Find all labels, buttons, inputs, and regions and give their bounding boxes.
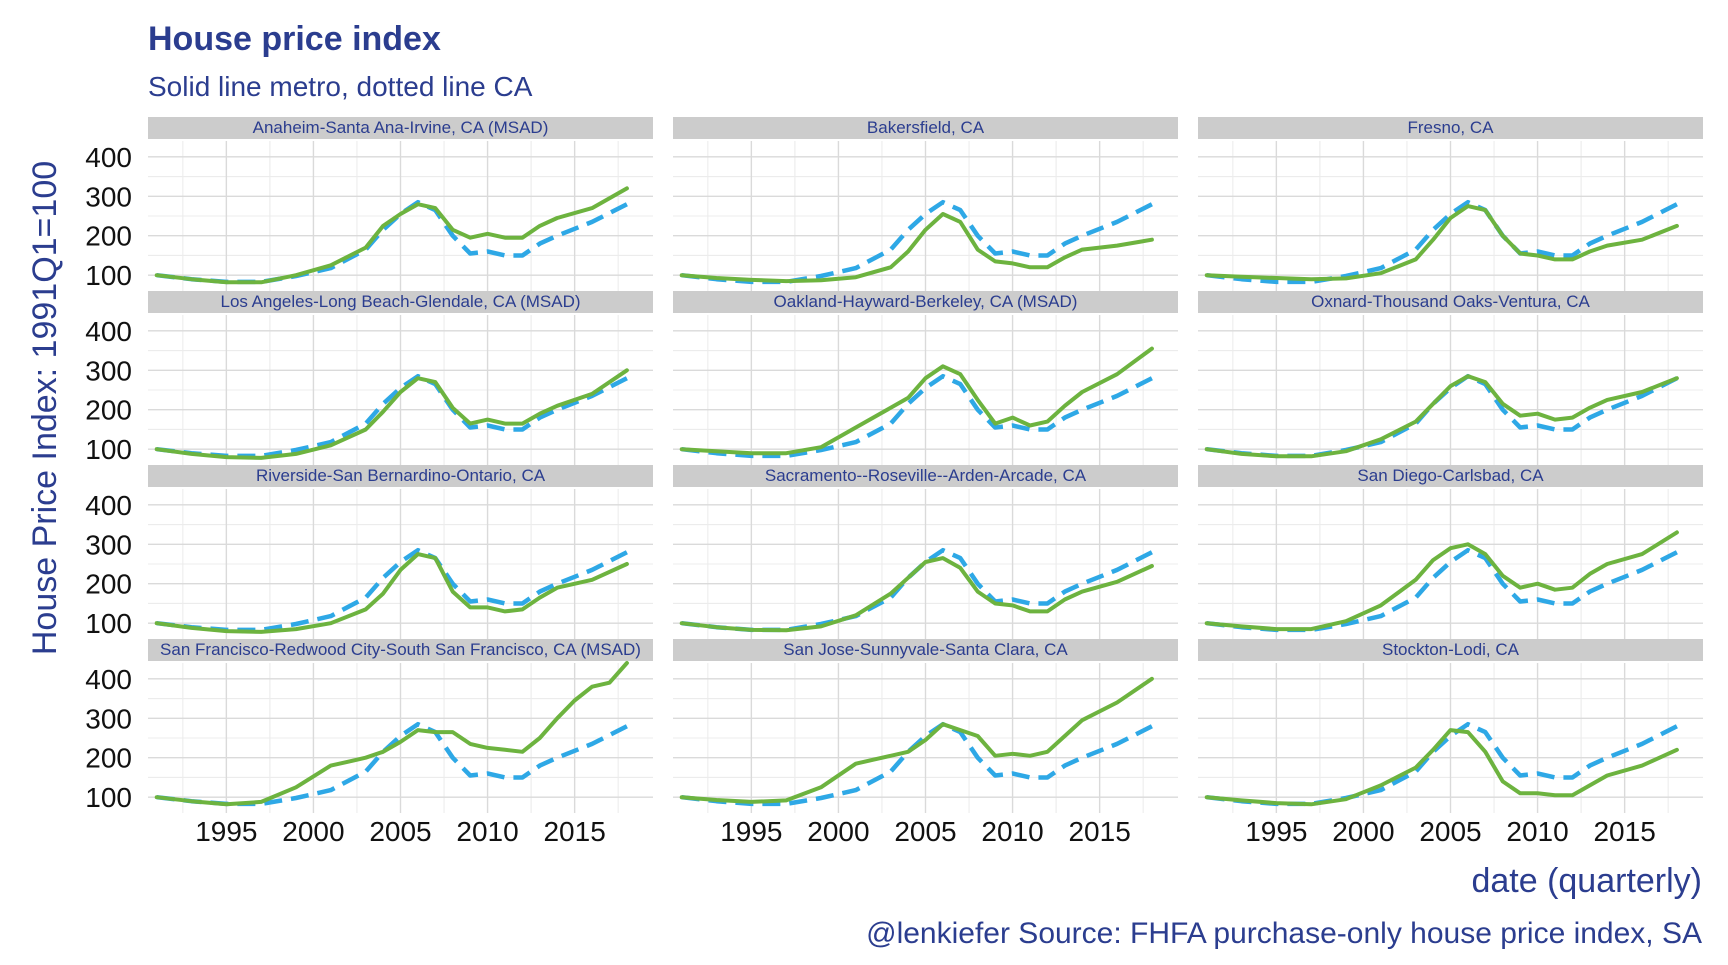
facet-strip <box>148 465 653 487</box>
x-tick-label: 2000 <box>1332 816 1394 847</box>
facet-strip <box>1198 291 1703 313</box>
y-tick-label: 100 <box>85 782 132 813</box>
metro-series-line <box>679 346 1154 456</box>
y-tick-label: 200 <box>85 395 132 426</box>
facet-strip-title: Fresno, CA <box>1408 118 1495 137</box>
x-tick-label: 1995 <box>1245 816 1307 847</box>
facet-panel: San Francisco-Redwood City-South San Fra… <box>85 639 653 847</box>
x-tick-label: 2005 <box>369 816 431 847</box>
metro-series-line <box>1204 530 1679 632</box>
facet-strip <box>673 117 1178 139</box>
facet-strip <box>673 291 1178 313</box>
facet-strip-title: Stockton-Lodi, CA <box>1382 640 1520 659</box>
facet-panel: Riverside-San Bernardino-Ontario, CA 100 2… <box>85 465 653 639</box>
metro-series-line <box>679 676 1154 804</box>
y-axis-label: House Price Index: 1991Q1=100 <box>26 161 64 655</box>
x-tick-label: 2015 <box>1068 816 1130 847</box>
x-axis-label: date (quarterly) <box>1471 862 1702 900</box>
facet-strip-title: Oakland-Hayward-Berkeley, CA (MSAD) <box>774 292 1078 311</box>
facet-strip <box>1198 465 1703 487</box>
metro-series-line <box>679 556 1154 633</box>
x-tick-label: 2000 <box>282 816 344 847</box>
facet-panels: Anaheim-Santa Ana-Irvine, CA (MSAD) 100 20… <box>85 117 1703 847</box>
facet-panel: Bakersfield, CA <box>673 117 1178 291</box>
facet-strip-title: Riverside-San Bernardino-Ontario, CA <box>256 466 546 485</box>
facet-strip-title: Bakersfield, CA <box>867 118 985 137</box>
x-tick-label: 2015 <box>543 816 605 847</box>
x-tick-label: 2015 <box>1593 816 1655 847</box>
facet-strip <box>148 291 653 313</box>
y-tick-label: 100 <box>85 260 132 291</box>
x-tick-label: 2010 <box>456 816 518 847</box>
facet-panel: Anaheim-Santa Ana-Irvine, CA (MSAD) 100 20… <box>85 117 653 291</box>
ca-series-line <box>681 721 1153 807</box>
x-tick-label: 2000 <box>807 816 869 847</box>
metro-series-line <box>154 552 629 634</box>
metro-series-line <box>1204 204 1679 282</box>
x-tick-label: 2010 <box>981 816 1043 847</box>
facet-panel: Fresno, CA <box>1198 117 1703 291</box>
facet-panel: Oxnard-Thousand Oaks-Ventura, CA <box>1198 291 1703 465</box>
x-tick-label: 1995 <box>720 816 782 847</box>
facet-strip-title: San Francisco-Redwood City-South San Fra… <box>160 640 641 659</box>
y-tick-label: 400 <box>85 142 132 173</box>
ca-series-line <box>681 373 1153 459</box>
y-tick-label: 300 <box>85 355 132 386</box>
metro-series-line <box>1204 374 1679 459</box>
y-tick-label: 400 <box>85 316 132 347</box>
facet-panel: Los Angeles-Long Beach-Glendale, CA (MSA… <box>85 291 653 465</box>
y-tick-label: 200 <box>85 221 132 252</box>
facet-strip-title: Anaheim-Santa Ana-Irvine, CA (MSAD) <box>253 118 549 137</box>
y-tick-label: 100 <box>85 608 132 639</box>
chart-title: House price index <box>148 20 441 58</box>
chart-caption: @lenkiefer Source: FHFA purchase-only ho… <box>866 917 1702 950</box>
x-tick-label: 2005 <box>1419 816 1481 847</box>
y-tick-label: 300 <box>85 703 132 734</box>
y-tick-label: 200 <box>85 569 132 600</box>
facet-strip-title: San Jose-Sunnyvale-Santa Clara, CA <box>783 640 1068 659</box>
facet-strip <box>148 117 653 139</box>
facet-panel: Oakland-Hayward-Berkeley, CA (MSAD) <box>673 291 1178 465</box>
facet-strip <box>673 465 1178 487</box>
facet-strip-title: Los Angeles-Long Beach-Glendale, CA (MSA… <box>220 292 580 311</box>
facet-strip-title: Sacramento--Roseville--Arden-Arcade, CA <box>765 466 1087 485</box>
facet-strip <box>148 639 653 661</box>
ca-series-line <box>1206 373 1678 459</box>
ca-series-line <box>1206 547 1678 633</box>
facet-strip <box>673 639 1178 661</box>
x-tick-label: 2010 <box>1506 816 1568 847</box>
ca-series-line <box>1206 199 1678 285</box>
x-tick-label: 2005 <box>894 816 956 847</box>
metro-series-line <box>154 661 629 807</box>
facet-panel: Stockton-Lodi, CA 1995 2000 2005 2010 2015 <box>1198 639 1703 847</box>
y-tick-label: 300 <box>85 181 132 212</box>
y-tick-label: 100 <box>85 434 132 465</box>
y-tick-label: 400 <box>85 490 132 521</box>
metro-series-line <box>154 186 629 285</box>
ca-series-line <box>156 721 628 807</box>
ca-series-line <box>156 373 628 459</box>
y-tick-label: 400 <box>85 664 132 695</box>
ca-series-line <box>156 547 628 633</box>
facet-strip <box>1198 639 1703 661</box>
facet-panel: Sacramento--Roseville--Arden-Arcade, CA <box>673 465 1178 639</box>
metro-series-line <box>154 368 629 460</box>
ca-series-line <box>156 199 628 285</box>
x-tick-label: 1995 <box>195 816 257 847</box>
chart-subtitle: Solid line metro, dotted line CA <box>148 71 533 102</box>
y-tick-label: 300 <box>85 529 132 560</box>
facet-strip-title: San Diego-Carlsbad, CA <box>1357 466 1544 485</box>
facet-panel: San Diego-Carlsbad, CA <box>1198 465 1703 639</box>
y-tick-label: 200 <box>85 743 132 774</box>
facet-strip <box>1198 117 1703 139</box>
facet-panel: San Jose-Sunnyvale-Santa Clara, CA 1995 20… <box>673 639 1178 847</box>
metro-series-line <box>1204 728 1679 807</box>
ca-series-line <box>1206 721 1678 807</box>
facet-strip-title: Oxnard-Thousand Oaks-Ventura, CA <box>1311 292 1590 311</box>
metro-series-line <box>679 212 1154 284</box>
